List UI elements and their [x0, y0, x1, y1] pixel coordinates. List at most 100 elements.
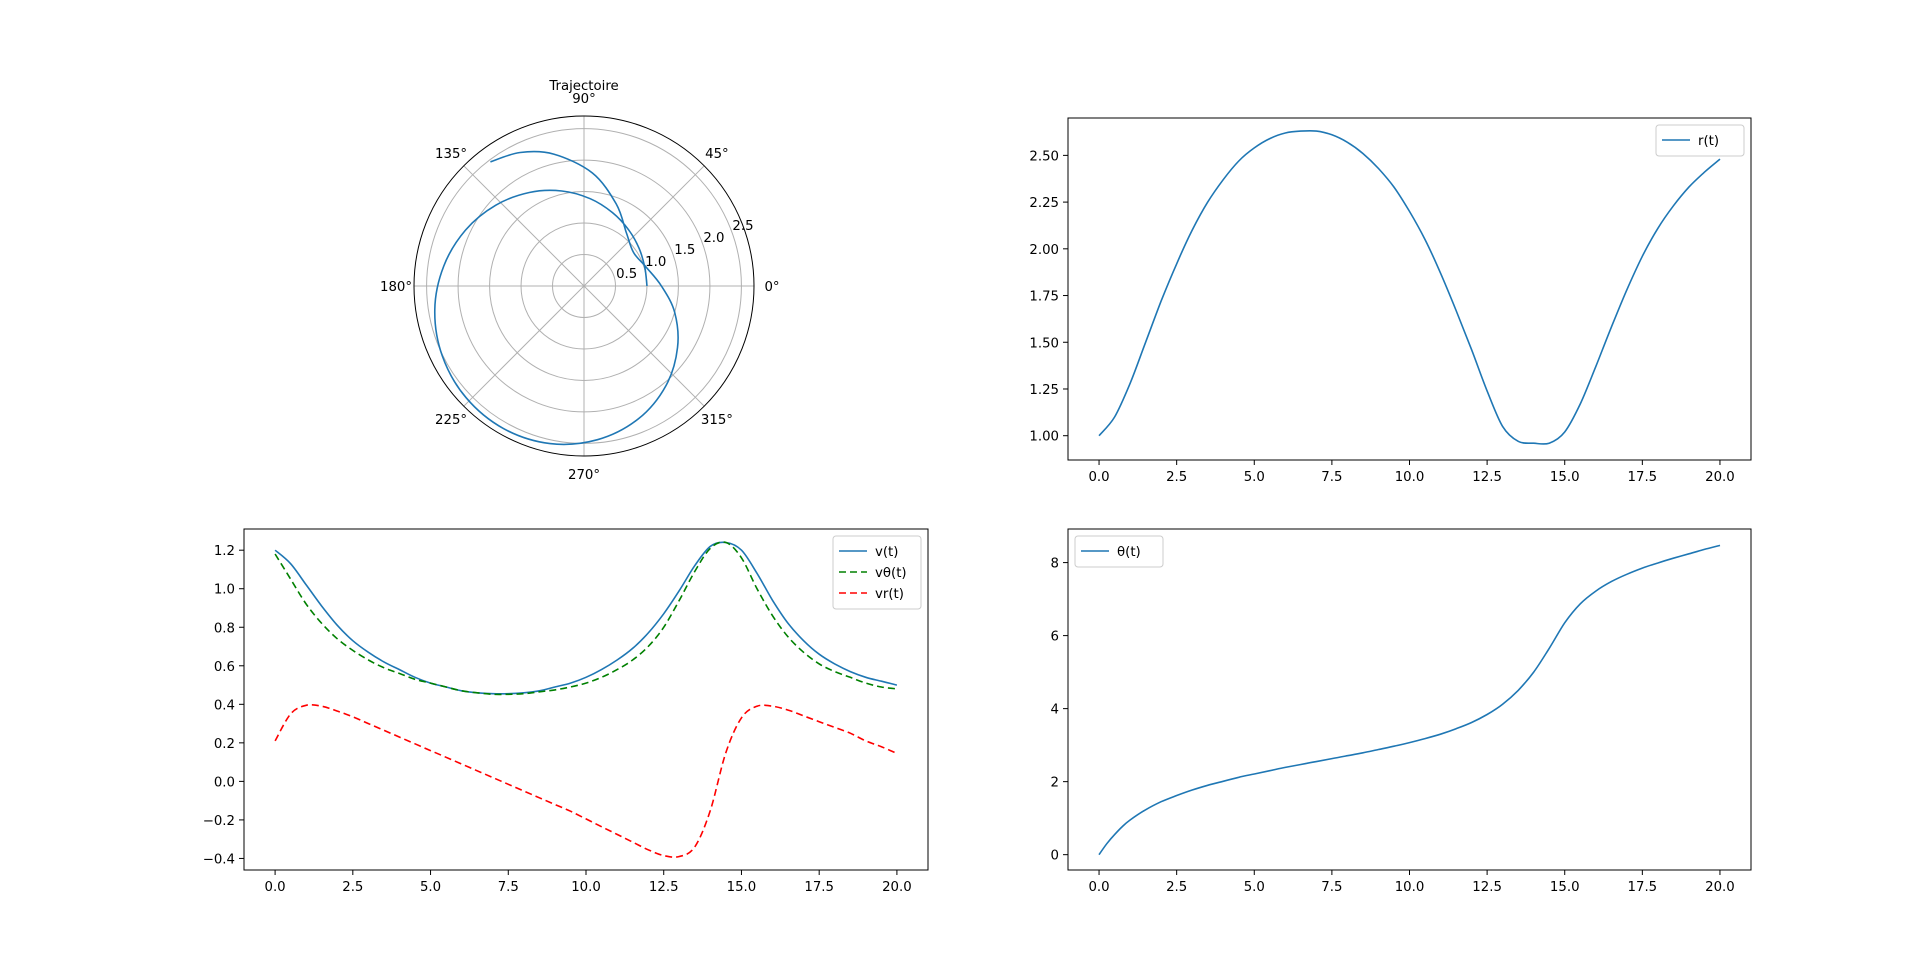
legend-frame: [832, 535, 922, 610]
polar-radial-tick-label: 0.5: [616, 267, 637, 282]
x-tick-label: 10.0: [571, 880, 601, 895]
polar-grid-spoke: [583, 165, 705, 287]
polar-angle-tick-label: 90°: [572, 92, 596, 107]
polar-trajectory-line: [433, 150, 679, 446]
legend-label: vθ(t): [875, 566, 907, 581]
x-tick-label: 2.5: [1166, 880, 1187, 895]
r-of-t-series: [1098, 129, 1721, 445]
polar-angle-tick-label: 0°: [764, 280, 779, 295]
legend-frame: [1655, 124, 1745, 157]
legend-frame: [1074, 535, 1164, 568]
x-tick-label: 12.5: [1472, 880, 1502, 895]
y-tick-label: −0.4: [203, 852, 235, 867]
x-tick-label: 7.5: [1321, 880, 1342, 895]
y-tick-label: 0.4: [214, 698, 235, 713]
x-tick-label: 20.0: [1705, 880, 1735, 895]
theta-of-t-series: [1098, 544, 1721, 856]
y-tick-label: 2.50: [1029, 149, 1059, 164]
x-tick-label: 17.5: [1628, 880, 1658, 895]
polar-angle-tick-label: 180°: [380, 280, 412, 295]
polar-radial-tick-label: 2.5: [732, 219, 753, 234]
y-tick-label: 6: [1051, 630, 1059, 645]
x-tick-label: 0.0: [265, 880, 286, 895]
polar-series: [433, 150, 679, 446]
polar-chart-title: Trajectoire: [548, 79, 618, 94]
x-tick-label: 5.0: [1244, 470, 1265, 485]
polar-angle-tick-label: 135°: [435, 147, 467, 162]
theta-of-t-y-axis: 0 2 4 6 8: [1051, 557, 1068, 864]
polar-grid-spoke: [583, 285, 705, 407]
x-tick-label: 10.0: [1395, 470, 1425, 485]
x-tick-label: 12.5: [649, 880, 679, 895]
velocity-series-line: [274, 541, 897, 696]
x-tick-label: 15.0: [727, 880, 757, 895]
x-tick-label: 5.0: [1244, 880, 1265, 895]
polar-angle-tick-label: 270°: [568, 468, 600, 483]
polar-outer-frame: [413, 115, 755, 457]
y-tick-label: 1.2: [214, 544, 235, 559]
x-tick-label: 7.5: [1321, 470, 1342, 485]
r-of-t-x-axis: 0.0 2.5 5.0 7.5 10.0 12.5 15.0 17.5 20.0: [1088, 460, 1735, 485]
polar-radial-tick-label: 2.0: [703, 231, 724, 246]
polar-radial-tick-label: 1.5: [674, 243, 695, 258]
polar-grid: [413, 115, 755, 457]
x-tick-label: 17.5: [1628, 470, 1658, 485]
y-tick-label: 1.75: [1029, 290, 1059, 305]
r-of-t-axes-frame: [1067, 117, 1752, 461]
y-tick-label: 0.2: [214, 737, 235, 752]
x-tick-label: 7.5: [498, 880, 519, 895]
polar-tick-labels: 0° 45° 90° 135° 180° 225° 270° 315° 0.5 1.0 1.5 2.0…: [380, 92, 780, 483]
y-tick-label: 1.25: [1029, 383, 1059, 398]
x-tick-label: 20.0: [1705, 470, 1735, 485]
theta-of-t-x-axis: 0.0 2.5 5.0 7.5 10.0 12.5 15.0 17.5 20.0: [1088, 870, 1735, 895]
r-of-t-series-line: [1098, 129, 1721, 445]
velocity-series: [274, 541, 898, 858]
x-tick-label: 20.0: [882, 880, 912, 895]
y-tick-label: 0.0: [214, 775, 235, 790]
x-tick-label: 2.5: [1166, 470, 1187, 485]
y-tick-label: 8: [1051, 557, 1059, 572]
x-tick-label: 15.0: [1550, 880, 1580, 895]
y-tick-label: 0.8: [214, 621, 235, 636]
y-tick-label: 1.00: [1029, 430, 1059, 445]
velocity-chart: 0.0 2.5 5.0 7.5 10.0 12.5 15.0 17.5 20.0 −0.4 −0.2…: [203, 528, 929, 895]
theta-of-t-series-line: [1098, 544, 1721, 856]
polar-chart: Trajectoire 0° 45° 90° 135° 180° 225° 270° 315°…: [380, 79, 780, 483]
x-tick-label: 10.0: [1395, 880, 1425, 895]
polar-grid-spoke: [463, 285, 585, 407]
legend-label: θ(t): [1117, 545, 1141, 560]
legend-label: vr(t): [875, 587, 904, 602]
x-tick-label: 0.0: [1088, 880, 1109, 895]
x-tick-label: 15.0: [1550, 470, 1580, 485]
y-tick-label: 2: [1051, 776, 1059, 791]
x-tick-label: 2.5: [342, 880, 363, 895]
x-tick-label: 5.0: [420, 880, 441, 895]
y-tick-label: 1.0: [214, 583, 235, 598]
x-tick-label: 0.0: [1088, 470, 1109, 485]
r-of-t-legend: r(t): [1655, 124, 1745, 157]
legend-label: r(t): [1698, 134, 1719, 149]
theta-of-t-axes-frame: [1067, 528, 1752, 871]
y-tick-label: 0: [1051, 849, 1059, 864]
y-tick-label: −0.2: [203, 814, 235, 829]
polar-angle-tick-label: 315°: [701, 413, 733, 428]
velocity-legend: v(t) vθ(t) vr(t): [832, 535, 922, 610]
y-tick-label: 4: [1051, 703, 1059, 718]
y-tick-label: 1.50: [1029, 336, 1059, 351]
r-of-t-y-axis: 1.00 1.25 1.50 1.75 2.00 2.25 2.50: [1029, 149, 1068, 445]
velocity-series-line: [274, 541, 898, 695]
x-tick-label: 12.5: [1472, 470, 1502, 485]
y-tick-label: 2.25: [1029, 196, 1059, 211]
r-of-t-chart: 0.0 2.5 5.0 7.5 10.0 12.5 15.0 17.5 20.0 1.00 1.25…: [1029, 117, 1752, 485]
polar-angle-tick-label: 225°: [435, 413, 467, 428]
velocity-y-axis: −0.4 −0.2 0.0 0.2 0.4 0.6 0.8 1.0 1.2: [203, 544, 244, 867]
velocity-x-axis: 0.0 2.5 5.0 7.5 10.0 12.5 15.0 17.5 20.0: [265, 870, 912, 895]
theta-of-t-legend: θ(t): [1074, 535, 1164, 568]
y-tick-label: 2.00: [1029, 243, 1059, 258]
x-tick-label: 17.5: [804, 880, 834, 895]
velocity-series-line: [274, 703, 898, 858]
polar-grid-spoke: [463, 165, 585, 287]
polar-angle-tick-label: 45°: [705, 147, 729, 162]
theta-of-t-chart: 0.0 2.5 5.0 7.5 10.0 12.5 15.0 17.5 20.0 0 2 4 6 8 θ(t…: [1051, 528, 1752, 895]
